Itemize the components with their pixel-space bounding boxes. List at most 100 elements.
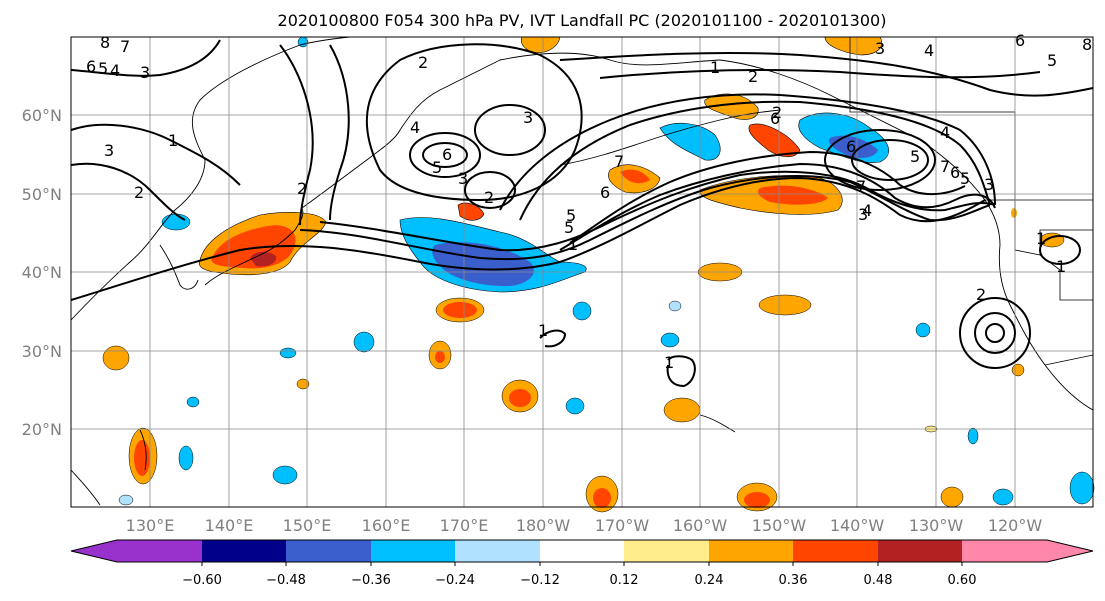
colorbar-tick-label: −0.24 xyxy=(435,573,475,588)
contour-label: 5 xyxy=(98,59,108,78)
pv-blob xyxy=(161,213,191,231)
lat-label: 40°N xyxy=(22,263,62,282)
colorbar-tick-label: −0.12 xyxy=(520,573,560,588)
contour-alaska-2 xyxy=(851,139,929,181)
contour-subtrop-3 xyxy=(985,323,1005,343)
contour-label: 1 xyxy=(568,235,578,254)
contour-label: 2 xyxy=(748,67,758,86)
colorbar-segment xyxy=(286,540,371,562)
coastline-japan xyxy=(204,207,304,286)
contour-small-loop-2 xyxy=(539,329,567,348)
colorbar-outline xyxy=(70,539,1094,563)
contour-label: 5 xyxy=(564,218,574,237)
colorbar-segment xyxy=(455,540,540,562)
pv-blob xyxy=(663,397,701,423)
contour-label: 4 xyxy=(410,118,420,137)
contour-subtrop-1 xyxy=(959,297,1031,369)
contour-label: 4 xyxy=(940,123,950,142)
colorbar-tick-label: −0.48 xyxy=(266,573,306,588)
contour-label: 2 xyxy=(976,285,986,304)
contour-jet-2 xyxy=(299,175,991,261)
ivt-contours xyxy=(70,39,1094,388)
contour-low-1 xyxy=(409,132,481,178)
lon-label: 120°W xyxy=(988,516,1043,535)
lat-label: 50°N xyxy=(22,185,62,204)
contour-label: 1 xyxy=(664,353,674,372)
contour-labels: 8 7 6 5 4 3 2 1 2 3 4 5 6 3 2 5 6 7 2 3 … xyxy=(86,31,1092,372)
pv-positive-ne-corner xyxy=(824,36,883,56)
contour-jet-3 xyxy=(319,170,996,252)
contour-label: 5 xyxy=(960,169,970,188)
pv-blob xyxy=(443,302,477,318)
map-title: 2020100800 F054 300 hPa PV, IVT Landfall… xyxy=(278,11,887,30)
contour-label: 4 xyxy=(862,201,872,220)
colorbar-segment xyxy=(878,540,962,562)
pv-blob xyxy=(272,465,298,485)
contour-label: 6 xyxy=(846,137,856,156)
contour-label: 6 xyxy=(600,183,610,202)
contour-label: 4 xyxy=(924,41,934,60)
contour-label: 7 xyxy=(856,177,866,196)
lon-label: 170°W xyxy=(595,516,650,535)
contour-west-3 xyxy=(279,44,314,226)
contour-label: 3 xyxy=(104,141,114,160)
pv-blob xyxy=(915,322,931,338)
coastline-kamchatka xyxy=(399,52,721,131)
contour-label: 3 xyxy=(523,108,533,127)
pv-blob xyxy=(509,389,531,407)
pv-blob xyxy=(940,486,964,508)
coastline-aleutians xyxy=(559,109,781,166)
colorbar-segment xyxy=(962,540,1093,562)
pv-blob xyxy=(1011,208,1017,218)
colorbar-tick-label: −0.36 xyxy=(351,573,391,588)
contour-ridge-c xyxy=(599,69,1041,79)
contour-jet-4 xyxy=(559,162,996,251)
contour-jet-5 xyxy=(569,150,966,244)
contour-label: 6 xyxy=(770,109,780,128)
pv-blob xyxy=(178,445,194,471)
contour-label: 6 xyxy=(950,163,960,182)
lon-label: 130°W xyxy=(909,516,964,535)
contour-label: 5 xyxy=(910,147,920,166)
colorbar-tick-label: 0.60 xyxy=(948,573,977,588)
colorbar-segment xyxy=(709,540,793,562)
contour-label: 5 xyxy=(1047,51,1057,70)
coastline-taiwan xyxy=(139,429,147,471)
coastlines xyxy=(70,36,1094,506)
pv-blob xyxy=(1011,363,1025,377)
contour-label: 2 xyxy=(772,103,782,122)
map-panel: 8 7 6 5 4 3 2 1 2 3 4 5 6 3 2 5 6 7 2 3 … xyxy=(70,31,1095,513)
contour-west-1 xyxy=(70,123,241,186)
contour-low-4 xyxy=(464,171,516,209)
colorbar-segment xyxy=(371,540,455,562)
pv-blob xyxy=(279,347,297,359)
lon-axis: 130°E 140°E 150°E 160°E 170°E 180°W 170°… xyxy=(126,516,1043,535)
pv-blob xyxy=(744,492,770,508)
contour-northwest xyxy=(70,39,221,77)
contour-label: 2 xyxy=(297,179,307,198)
map-frame xyxy=(70,36,1094,508)
lon-label: 140°E xyxy=(205,516,254,535)
lon-label: 170°E xyxy=(440,516,489,535)
coastline-philippines xyxy=(70,469,101,506)
colorbar-segment xyxy=(540,540,624,562)
colorbar-tick-label: 0.48 xyxy=(864,573,893,588)
lon-label: 150°W xyxy=(752,516,807,535)
coastline-hawaii xyxy=(699,414,736,433)
contour-label: 2 xyxy=(484,188,494,207)
contour-label: 3 xyxy=(984,175,994,194)
contour-label: 4 xyxy=(110,61,120,80)
contour-label: 7 xyxy=(614,152,624,171)
pv-blob xyxy=(186,396,200,408)
pv-blob xyxy=(967,427,979,445)
colorbar-segment xyxy=(793,540,878,562)
contour-label: 1 xyxy=(538,321,548,340)
coastline-north-america xyxy=(998,244,1094,411)
pv-negative-central-core xyxy=(432,242,534,287)
lon-label: 180°W xyxy=(516,516,571,535)
contour-label: 5 xyxy=(566,206,576,225)
contour-label: 8 xyxy=(1082,35,1092,54)
colorbar: −0.60 −0.48 −0.36 −0.24 −0.12 0.12 0.24 … xyxy=(70,539,1094,588)
lat-label: 60°N xyxy=(22,106,62,125)
